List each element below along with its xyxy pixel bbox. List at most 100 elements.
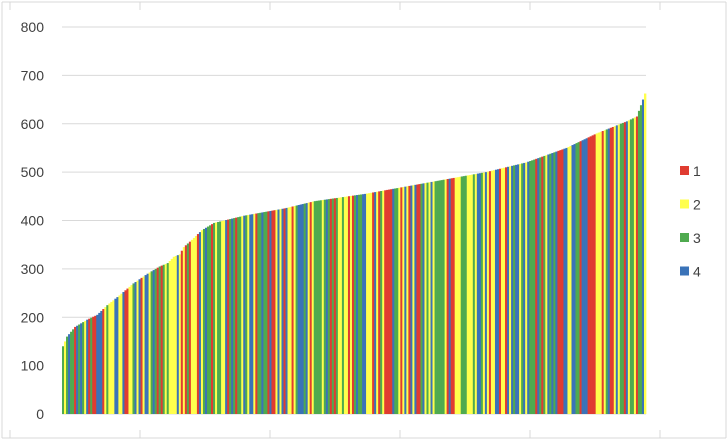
bar <box>198 232 202 414</box>
bar <box>599 131 603 414</box>
y-tick-label: 500 <box>21 164 45 180</box>
bar <box>68 334 71 414</box>
bar <box>257 213 260 414</box>
bar <box>388 189 391 414</box>
bar <box>255 213 258 414</box>
bar <box>601 131 605 414</box>
bar <box>174 255 178 414</box>
bar <box>436 180 439 414</box>
bar <box>192 237 196 414</box>
bar <box>490 170 494 414</box>
bar <box>82 322 85 414</box>
bar <box>615 125 619 415</box>
bar <box>412 185 415 414</box>
bar <box>442 179 445 414</box>
bar <box>311 201 315 414</box>
bar <box>235 217 238 414</box>
bar <box>108 303 111 414</box>
bar <box>299 204 302 414</box>
bar <box>374 192 377 414</box>
bar <box>172 256 176 414</box>
bar <box>484 172 488 415</box>
bar <box>347 196 351 414</box>
bar <box>501 168 504 414</box>
bar <box>190 239 194 414</box>
bar <box>635 116 639 415</box>
bar <box>424 183 427 414</box>
bar <box>450 178 454 414</box>
bar <box>533 159 536 414</box>
bar <box>319 200 323 414</box>
bar <box>372 192 375 414</box>
bar <box>408 185 411 414</box>
bar <box>277 209 280 414</box>
bar <box>513 165 516 414</box>
bar <box>368 193 371 414</box>
bar <box>102 309 105 414</box>
bar <box>215 222 218 414</box>
bar <box>345 196 349 414</box>
bar <box>579 141 582 415</box>
bar <box>291 206 294 414</box>
bar <box>621 122 625 414</box>
bar <box>474 173 478 414</box>
bar <box>525 162 528 414</box>
legend-swatch-1 <box>680 166 689 175</box>
bar <box>486 171 490 414</box>
bar <box>434 181 437 414</box>
bar <box>269 210 272 414</box>
bar <box>253 213 256 414</box>
y-tick-label: 300 <box>21 261 45 277</box>
bar <box>472 174 476 414</box>
bar <box>271 210 274 414</box>
legend-swatch-2 <box>680 199 689 209</box>
bar <box>112 300 115 414</box>
bar <box>166 263 170 414</box>
bar <box>444 179 447 414</box>
bar <box>144 275 147 414</box>
bar <box>641 99 645 414</box>
bar <box>104 307 107 414</box>
y-tick-label: 700 <box>21 67 45 83</box>
bar <box>482 172 486 414</box>
bar <box>303 203 307 414</box>
bar <box>585 138 588 414</box>
bar <box>637 110 641 414</box>
bar <box>517 164 520 414</box>
bar <box>466 175 470 414</box>
bar <box>225 220 228 414</box>
bar <box>241 216 244 414</box>
bar <box>283 208 286 414</box>
bar <box>420 183 423 414</box>
bar <box>571 145 574 415</box>
bar <box>301 204 304 414</box>
bar <box>476 173 480 414</box>
bar <box>138 279 141 414</box>
bar <box>315 200 319 414</box>
bar <box>426 182 429 414</box>
bar <box>327 199 331 414</box>
bar <box>515 164 518 414</box>
bar <box>162 264 166 414</box>
bar <box>364 193 367 414</box>
bar <box>539 157 542 414</box>
bar <box>446 179 449 414</box>
y-tick-label: 100 <box>21 358 45 374</box>
bar <box>154 268 157 415</box>
bar <box>249 214 252 414</box>
legend-label-2: 2 <box>693 197 701 213</box>
bar <box>341 197 345 414</box>
bar <box>160 265 164 414</box>
bar <box>547 154 550 414</box>
bar <box>325 199 329 414</box>
bar <box>627 120 631 415</box>
bar <box>456 177 460 414</box>
bar <box>168 260 172 414</box>
bar <box>591 135 594 415</box>
bar <box>543 155 546 415</box>
bar <box>440 180 443 414</box>
bar <box>478 173 482 414</box>
bar <box>221 220 224 414</box>
bar <box>351 195 355 414</box>
